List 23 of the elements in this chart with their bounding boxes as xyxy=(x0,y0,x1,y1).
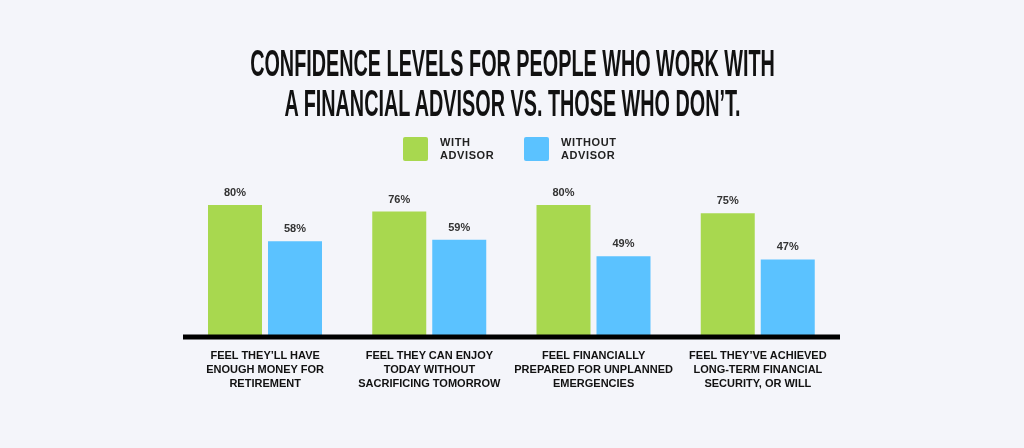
legend-label: WITHOUT ADVISOR xyxy=(561,136,618,162)
bar xyxy=(432,239,487,337)
data-label: 80% xyxy=(223,186,247,198)
data-label: 76% xyxy=(388,192,411,205)
x-tick-label: FEEL FINANCIALLY PREPARED FOR UNPLANNED EMERGENCIES xyxy=(514,349,674,389)
x-tick-label: FEEL THEY CAN ENJOY TODAY WITHOUT SACRIFICING TOMORROW xyxy=(358,349,502,389)
data-label: 58% xyxy=(283,222,307,235)
data-label: 59% xyxy=(448,220,471,233)
bar xyxy=(536,205,591,337)
bar xyxy=(700,213,755,337)
bar xyxy=(208,205,262,337)
data-label: 47% xyxy=(776,240,799,253)
x-tick-label: FEEL THEY’VE ACHIEVED LONG-TERM FINANCIAL SECURITY, OR WILL xyxy=(689,349,827,389)
data-label: 49% xyxy=(612,237,635,250)
bar xyxy=(596,256,651,337)
bar xyxy=(760,259,815,337)
legend-label: WITH ADVISOR xyxy=(440,136,496,162)
data-label: 75% xyxy=(716,194,739,207)
chart-title: CONFIDENCE LEVELS FOR PEOPLE WHO WORK WITH A FINANCIAL ADVISOR VS. THOSE WHO DON’T. xyxy=(248,43,776,124)
bar xyxy=(372,211,427,337)
x-tick-label: FEEL THEY’LL HAVE ENOUGH MONEY FOR RETIREMENT xyxy=(206,349,325,389)
data-label: 80% xyxy=(552,186,575,198)
bar xyxy=(268,241,322,337)
